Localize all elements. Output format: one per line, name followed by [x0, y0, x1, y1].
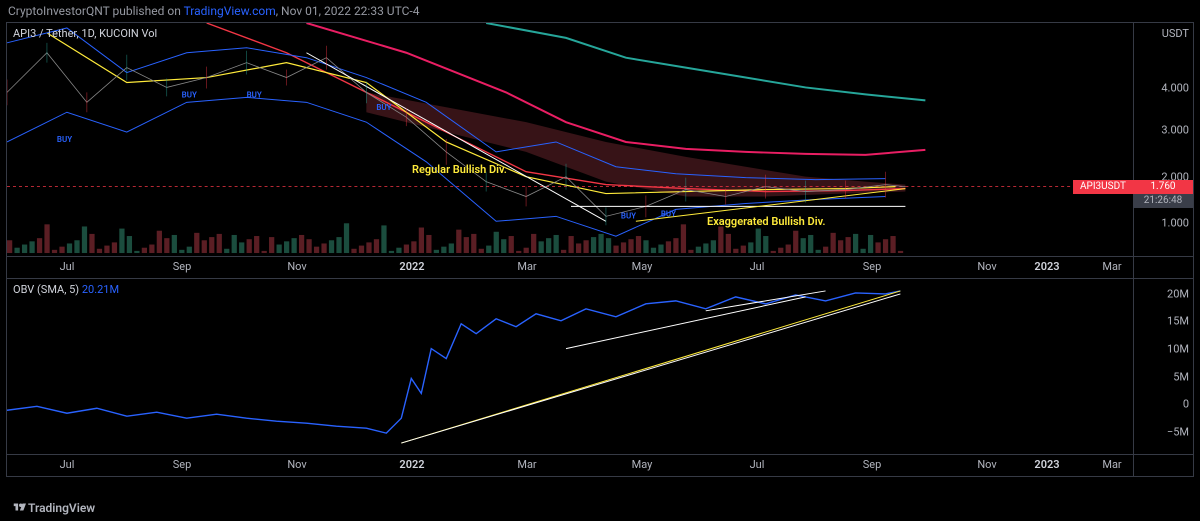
time-axis-2: Jul Sep Nov 2022 Mar May Jul Sep Nov 2023 Mar — [6, 455, 1194, 477]
tradingview-logo-icon — [12, 500, 26, 514]
obv-plot — [7, 279, 1133, 454]
x-tick: 2023 — [1034, 458, 1059, 471]
x-tick: Nov — [287, 260, 306, 273]
author: CryptoInvestorQNT — [8, 4, 110, 18]
publish-header: CryptoInvestorQNT published on TradingVi… — [8, 4, 419, 18]
y-tick: 5M — [1173, 371, 1189, 384]
price-scale[interactable]: USDT 4.0003.0002.0001.000 1.76021:26:48 — [1133, 23, 1193, 256]
x-tick: May — [632, 458, 653, 471]
y-tick: 15M — [1167, 315, 1189, 328]
last-price-tag: 1.760 — [1133, 180, 1193, 194]
obv-scale[interactable]: 20M 15M 10M 5M 0 −5M — [1133, 279, 1193, 454]
svg-text:BUY: BUY — [661, 209, 676, 218]
x-tick: Sep — [173, 458, 192, 471]
obv-legend: OBV (SMA, 5) 20.21M — [13, 283, 119, 296]
x-tick: Mar — [1102, 458, 1121, 471]
x-tick: Nov — [287, 458, 306, 471]
x-tick: Mar — [1102, 260, 1121, 273]
footer-brand: TradingView — [12, 500, 95, 515]
x-tick: Nov — [977, 458, 996, 471]
x-tick: 2022 — [399, 260, 424, 273]
currency-label: USDT — [1162, 27, 1189, 40]
annotation: Exaggerated Bullish Div. — [707, 215, 825, 228]
obv-value: 20.21M — [82, 283, 119, 296]
y-tick: 20M — [1167, 288, 1189, 301]
countdown-tag: 21:26:48 — [1133, 194, 1193, 208]
y-tick: 0 — [1183, 398, 1189, 411]
y-tick: 1.000 — [1161, 217, 1189, 230]
x-tick: May — [632, 260, 653, 273]
x-tick: Jul — [60, 260, 75, 273]
x-tick: Mar — [517, 458, 536, 471]
svg-text:BUY: BUY — [376, 103, 391, 112]
time-axis-1: Jul Sep Nov 2022 Mar May Jul Sep Nov 2023 Mar — [6, 257, 1194, 279]
x-tick: Sep — [863, 458, 882, 471]
x-tick: Nov — [977, 260, 996, 273]
svg-text:BUY: BUY — [57, 135, 72, 144]
x-tick: Mar — [517, 260, 536, 273]
x-tick: Sep — [173, 260, 192, 273]
svg-text:BUY: BUY — [182, 90, 197, 99]
obv-name: OBV (SMA, 5) — [13, 283, 79, 296]
y-tick: 3.000 — [1161, 124, 1189, 137]
symbol-tag: API3USDT — [1073, 180, 1133, 194]
site-link[interactable]: TradingView.com — [184, 4, 276, 18]
chart-container: BUY BUY BUY BUY BUY BUY API3 / Tether, 1D, KU… — [6, 22, 1194, 494]
x-tick: Jul — [750, 260, 765, 273]
x-tick: 2022 — [399, 458, 424, 471]
x-tick: 2023 — [1034, 260, 1059, 273]
svg-text:BUY: BUY — [621, 211, 636, 220]
x-tick: Sep — [863, 260, 882, 273]
y-tick: −5M — [1167, 426, 1189, 439]
x-tick: Jul — [60, 458, 75, 471]
x-tick: Jul — [750, 458, 765, 471]
y-tick: 10M — [1167, 343, 1189, 356]
obv-pane[interactable]: OBV (SMA, 5) 20.21M 20M 15M 10M 5M 0 −5M — [6, 279, 1194, 455]
svg-text:BUY: BUY — [247, 90, 262, 99]
price-legend: API3 / Tether, 1D, KUCOIN Vol — [13, 27, 157, 40]
price-pane[interactable]: BUY BUY BUY BUY BUY BUY API3 / Tether, 1D, KU… — [6, 22, 1194, 257]
annotation: Regular Bullish Div. — [412, 163, 507, 176]
price-plot: BUY BUY BUY BUY BUY BUY — [7, 23, 1133, 256]
y-tick: 4.000 — [1161, 82, 1189, 95]
